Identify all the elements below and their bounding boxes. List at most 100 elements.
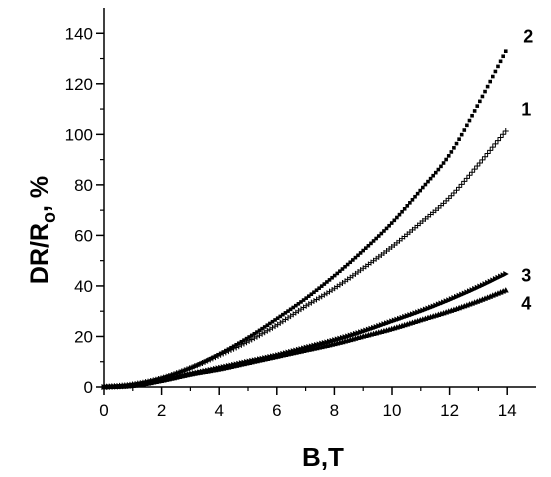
marker-1-133	[445, 195, 452, 202]
marker-2-29	[177, 370, 181, 375]
x-tick-label-7: 14	[498, 401, 517, 420]
marker-2-150	[491, 74, 495, 79]
marker-2-73	[291, 305, 296, 310]
marker-2-35	[192, 364, 197, 368]
marker-2-120	[413, 194, 417, 199]
marker-1-151	[492, 140, 499, 147]
marker-2-94	[345, 262, 350, 267]
marker-2-114	[397, 212, 402, 217]
marker-1-60	[256, 332, 263, 339]
marker-2-128	[433, 170, 438, 175]
marker-2-84	[319, 284, 324, 288]
series-layer: 1 2 3 4	[101, 26, 533, 390]
marker-2-78	[304, 296, 308, 300]
marker-1-145	[476, 159, 483, 166]
marker-2-129	[436, 167, 441, 172]
marker-2-34	[190, 365, 194, 370]
marker-4-155	[502, 287, 509, 293]
series-3	[101, 270, 509, 390]
marker-2-121	[415, 191, 420, 196]
marker-2-91	[338, 269, 342, 274]
marker-2-108	[382, 229, 386, 233]
marker-2-144	[475, 104, 480, 108]
marker-1-134	[448, 192, 455, 199]
marker-1-146	[479, 156, 486, 163]
marker-2-62	[262, 325, 267, 329]
marker-2-140	[465, 123, 469, 128]
marker-2-112	[392, 218, 397, 223]
marker-2-107	[379, 231, 384, 236]
y-axis-title-subscript: o	[39, 212, 59, 223]
marker-2-106	[376, 234, 381, 238]
marker-2-50	[231, 344, 236, 349]
marker-2-87	[327, 278, 332, 282]
marker-2-104	[371, 239, 376, 243]
marker-2-92	[340, 267, 345, 271]
marker-2-47	[224, 348, 228, 353]
marker-2-81	[312, 290, 316, 295]
y-tick-label-3: 60	[74, 226, 93, 245]
marker-2-105	[374, 236, 378, 241]
x-tick-label-0: 0	[99, 401, 108, 420]
y-axis-title-main: DR/R	[26, 223, 54, 284]
marker-2-143	[472, 109, 477, 113]
marker-2-56	[247, 335, 251, 339]
marker-2-141	[467, 118, 472, 123]
marker-2-55	[244, 336, 249, 341]
marker-2-102	[366, 243, 371, 248]
marker-1-150	[489, 144, 496, 151]
marker-1-138	[458, 181, 465, 188]
marker-1-149	[487, 147, 494, 154]
marker-2-69	[281, 312, 285, 317]
marker-2-46	[221, 350, 226, 354]
marker-2-33	[187, 366, 192, 371]
marker-1-141	[466, 172, 473, 179]
marker-2-125	[426, 179, 430, 184]
marker-1-56	[246, 337, 253, 344]
marker-2-53	[239, 339, 244, 344]
marker-2-100	[361, 248, 365, 253]
marker-2-64	[268, 321, 272, 326]
marker-2-127	[431, 173, 435, 178]
marker-1-142	[469, 169, 476, 176]
marker-2-137	[457, 137, 461, 141]
y-axis-title: DR/Ro, %	[26, 176, 59, 284]
marker-2-79	[306, 294, 311, 298]
marker-2-82	[314, 288, 319, 293]
marker-2-88	[330, 275, 334, 280]
marker-2-57	[249, 333, 254, 338]
marker-2-96	[351, 258, 355, 262]
marker-2-86	[325, 280, 329, 284]
marker-2-142	[470, 113, 474, 118]
marker-2-68	[278, 314, 283, 319]
marker-2-80	[309, 292, 314, 297]
marker-2-39	[203, 359, 207, 364]
x-tick-label-3: 6	[272, 401, 281, 420]
marker-2-54	[242, 338, 246, 342]
marker-2-42	[211, 355, 215, 360]
marker-2-49	[229, 345, 233, 350]
marker-1-152	[494, 137, 501, 144]
marker-2-90	[335, 271, 340, 276]
marker-2-58	[252, 331, 257, 336]
marker-2-63	[265, 323, 270, 328]
series-2	[102, 49, 508, 389]
marker-1-61	[259, 330, 266, 337]
marker-2-135	[452, 146, 456, 150]
marker-2-83	[317, 286, 321, 290]
marker-2-132	[444, 157, 448, 162]
marker-2-136	[454, 141, 459, 146]
marker-2-38	[200, 360, 205, 365]
series-label-4: 4	[521, 294, 531, 314]
marker-2-61	[260, 326, 264, 331]
marker-2-133	[446, 154, 451, 158]
marker-2-45	[218, 351, 223, 356]
marker-2-37	[198, 362, 202, 366]
x-tick-label-5: 10	[383, 401, 402, 420]
marker-1-139	[461, 178, 468, 185]
marker-1-137	[456, 184, 463, 191]
marker-2-59	[255, 330, 259, 334]
marker-2-48	[226, 347, 231, 351]
marker-2-117	[405, 204, 410, 208]
